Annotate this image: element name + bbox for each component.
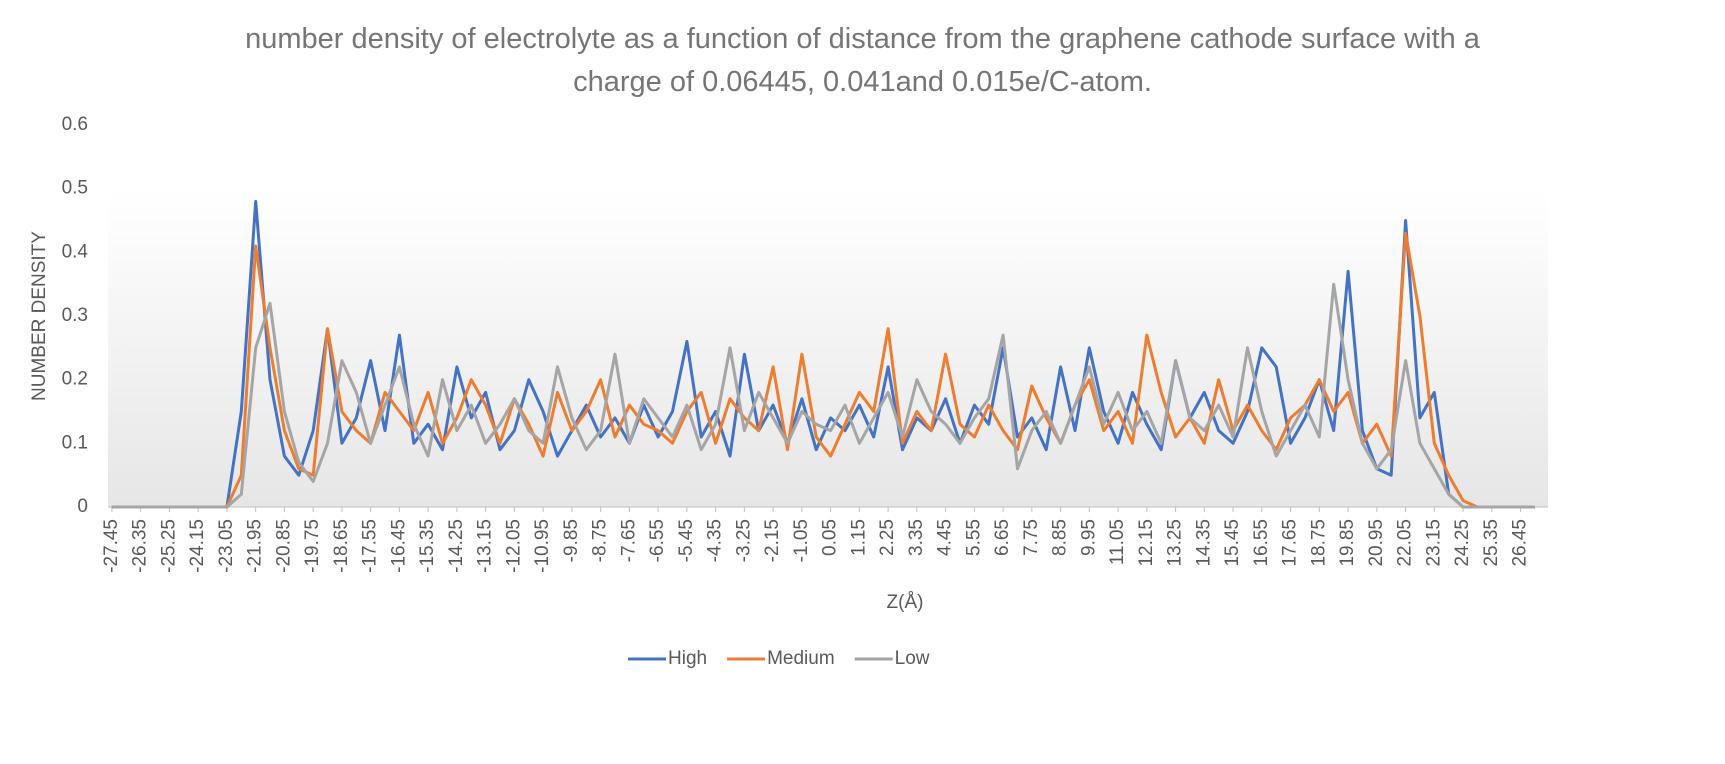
- x-tick-label: -24.15: [187, 519, 208, 573]
- x-tick-label: 11.05: [1107, 519, 1128, 565]
- y-tick-label: 0.3: [62, 305, 88, 326]
- x-tick-label: 13.25: [1165, 519, 1186, 567]
- y-tick-label: 0.6: [62, 114, 88, 135]
- x-tick-label: -10.95: [532, 519, 553, 573]
- x-tick-label: -26.35: [130, 519, 151, 573]
- y-tick-label: 0.2: [62, 369, 88, 390]
- x-tick-label: -16.45: [388, 519, 409, 573]
- x-tick-label: -21.95: [245, 519, 266, 573]
- x-tick-label: 18.75: [1308, 519, 1329, 567]
- x-tick-label: -18.65: [331, 519, 352, 573]
- x-tick-label: 3.35: [906, 519, 927, 556]
- series-line: [111, 231, 1535, 509]
- x-tick-label: -12.05: [503, 519, 524, 573]
- x-tick-label: 23.15: [1423, 519, 1444, 567]
- x-tick-label: -7.65: [618, 519, 639, 562]
- y-tick-label: 0.1: [62, 432, 88, 453]
- x-tick-label: 12.15: [1136, 519, 1157, 567]
- x-tick-label: 9.95: [1078, 519, 1099, 556]
- x-tick-label: -5.45: [676, 519, 697, 562]
- x-tick-label: -14.25: [446, 519, 467, 573]
- y-tick-label: 0.5: [62, 178, 88, 199]
- legend-label: Low: [895, 648, 930, 669]
- y-tick-label: 0: [77, 496, 88, 517]
- x-tick-label: -4.35: [705, 519, 726, 562]
- x-tick-label: -2.15: [762, 519, 783, 562]
- x-tick-label: -9.85: [561, 519, 582, 562]
- x-tick-label: 7.75: [1021, 519, 1042, 556]
- legend-label: Medium: [767, 648, 835, 669]
- x-tick-label: -1.05: [791, 519, 812, 562]
- x-tick-label: 25.35: [1481, 519, 1502, 567]
- x-tick-label: 5.55: [963, 519, 984, 556]
- x-tick-label: -19.75: [302, 519, 323, 573]
- y-tick-label: 0.4: [62, 241, 89, 262]
- chart-title: number density of electrolyte as a funct…: [245, 23, 1480, 98]
- x-tick-label: -17.55: [360, 519, 381, 573]
- y-axis-label: NUMBER DENSITY: [29, 231, 50, 401]
- x-tick-label: 16.55: [1251, 519, 1272, 567]
- x-tick-label: 2.25: [877, 519, 898, 556]
- x-tick-label: 17.65: [1280, 519, 1301, 567]
- x-tick-label: 6.65: [992, 519, 1013, 556]
- x-tick-label: 20.95: [1366, 519, 1387, 567]
- x-tick-label: 26.45: [1510, 519, 1531, 567]
- x-tick-label: 8.85: [1050, 519, 1071, 556]
- x-tick-label: -20.85: [273, 519, 294, 573]
- x-tick-label: 22.05: [1395, 519, 1416, 567]
- x-tick-label: -23.05: [216, 519, 237, 573]
- x-tick-label: 24.25: [1452, 519, 1473, 567]
- x-axis-label: Z(Å): [887, 592, 924, 613]
- x-tick-label: -8.75: [590, 519, 611, 562]
- x-tick-label: 19.85: [1337, 519, 1358, 567]
- x-tick-label: -6.55: [647, 519, 668, 562]
- x-tick-label: 0.05: [820, 519, 841, 556]
- legend-label: High: [668, 648, 707, 669]
- series-line: [111, 282, 1535, 509]
- x-tick-label: -3.25: [733, 519, 754, 562]
- x-tick-label: 14.35: [1193, 519, 1214, 567]
- x-tick-label: -15.35: [417, 519, 438, 573]
- x-tick-label: 4.45: [935, 519, 956, 556]
- x-tick-label: 15.45: [1222, 519, 1243, 567]
- x-tick-label: -27.45: [101, 519, 122, 573]
- x-tick-label: -25.25: [158, 519, 179, 573]
- series-line: [111, 199, 1535, 509]
- x-tick-label: -13.15: [475, 519, 496, 573]
- x-tick-label: 1.15: [848, 519, 869, 556]
